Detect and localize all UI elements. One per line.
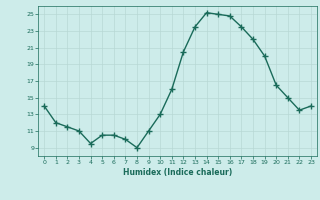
X-axis label: Humidex (Indice chaleur): Humidex (Indice chaleur) bbox=[123, 168, 232, 177]
